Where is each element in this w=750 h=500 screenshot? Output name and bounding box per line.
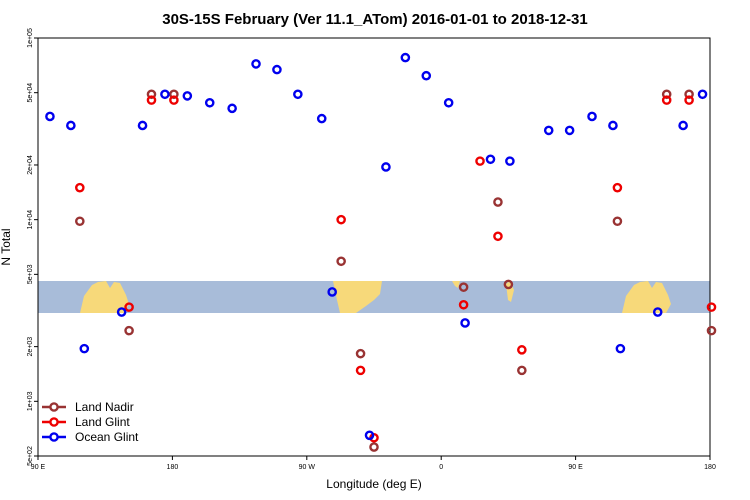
point-ocean-glint (543, 125, 554, 136)
map-band (38, 281, 710, 313)
point-ocean-glint (505, 156, 515, 166)
point-ocean-glint (587, 111, 597, 122)
point-ocean-glint (182, 91, 193, 101)
point-land-nadir (355, 348, 366, 359)
point-land-glint (661, 95, 672, 105)
point-ocean-glint (204, 97, 215, 108)
x-axis: 90 E 180 90 W 0 90 E 180 (31, 456, 716, 471)
point-ocean-glint (443, 97, 454, 108)
point-land-nadir (169, 89, 179, 100)
point-ocean-glint (615, 343, 626, 354)
point-land-nadir (458, 282, 469, 292)
point-land-glint (612, 182, 623, 193)
point-land-nadir (336, 256, 346, 267)
y-tick-label: 2e+03 (27, 337, 34, 357)
y-tick-label: 5e+04 (27, 83, 34, 103)
point-ocean-glint (272, 64, 282, 75)
chart-title: 30S-15S February (Ver 11.1_ATom) 2016-01… (162, 11, 588, 28)
y-tick-label: 1e+05 (27, 28, 34, 48)
y-tick-label: 2e+04 (27, 155, 34, 175)
point-ocean-glint (251, 59, 261, 69)
point-land-glint (475, 156, 485, 166)
point-ocean-glint (137, 120, 148, 131)
x-tick-label: 90 E (568, 464, 583, 471)
point-land-nadir (503, 279, 514, 290)
point-land-nadir (661, 89, 672, 100)
point-land-glint (684, 95, 694, 105)
point-land-glint (458, 299, 469, 310)
point-ocean-glint (421, 70, 432, 81)
map-land (333, 281, 382, 313)
point-ocean-glint (678, 120, 688, 131)
point-ocean-glint (227, 103, 237, 114)
point-ocean-glint (485, 154, 496, 165)
y-axis-label: N Total (0, 228, 13, 265)
legend-marker-land-nadir (49, 402, 59, 412)
point-land-glint (706, 302, 717, 312)
point-ocean-glint (45, 111, 55, 122)
point-ocean-glint (697, 89, 708, 100)
data-points (45, 52, 717, 452)
point-ocean-glint (79, 343, 90, 354)
point-land-nadir (75, 216, 85, 227)
point-land-glint (169, 95, 179, 105)
x-tick-label: 180 (704, 464, 716, 471)
y-tick-label: 1e+04 (27, 210, 34, 230)
point-land-nadir (493, 197, 503, 207)
legend-marker-land-glint (49, 417, 59, 427)
y-axis: 5e+02 1e+03 2e+03 5e+03 1e+04 2e+04 5e+04 1e+05 (27, 28, 38, 466)
point-land-glint (146, 95, 157, 105)
point-ocean-glint (116, 307, 127, 317)
x-tick-label: 180 (167, 464, 179, 471)
point-land-glint (493, 231, 503, 242)
map-land (622, 281, 671, 313)
legend-label-ocean-glint: Ocean Glint (75, 430, 139, 444)
point-land-glint (336, 214, 346, 225)
point-ocean-glint (316, 113, 327, 124)
legend-marker-ocean-glint (49, 432, 59, 442)
point-ocean-glint (327, 287, 337, 297)
point-ocean-glint (608, 120, 618, 131)
point-ocean-glint (564, 125, 575, 136)
map-land (80, 281, 129, 313)
point-ocean-glint (652, 307, 663, 317)
y-tick-label: 1e+03 (27, 391, 34, 411)
point-ocean-glint (364, 430, 375, 441)
point-land-nadir (612, 216, 623, 227)
x-tick-label: 0 (439, 464, 443, 471)
point-ocean-glint (460, 318, 470, 328)
point-land-nadir (146, 89, 157, 100)
point-land-nadir (706, 325, 717, 336)
point-ocean-glint (66, 120, 76, 131)
plot-frame (37, 37, 711, 457)
legend-label-land-glint: Land Glint (75, 415, 130, 429)
legend-label-land-nadir: Land Nadir (75, 400, 134, 414)
y-tick-label: 5e+02 (27, 446, 34, 466)
point-ocean-glint (160, 89, 170, 100)
x-tick-label: 90 E (31, 464, 46, 471)
y-tick-label: 5e+03 (27, 264, 34, 284)
point-land-glint (355, 365, 366, 376)
point-land-nadir (124, 325, 134, 336)
point-land-nadir (517, 365, 527, 376)
point-ocean-glint (293, 89, 303, 100)
x-tick-label: 90 W (299, 464, 316, 471)
point-land-glint (75, 182, 85, 193)
point-land-nadir (369, 442, 379, 452)
point-land-glint (517, 345, 527, 355)
point-land-glint (124, 302, 134, 312)
x-axis-label: Longitude (deg E) (326, 477, 421, 491)
map-land (452, 281, 460, 288)
point-land-nadir (684, 89, 694, 100)
point-ocean-glint (381, 162, 391, 172)
point-ocean-glint (400, 52, 411, 63)
